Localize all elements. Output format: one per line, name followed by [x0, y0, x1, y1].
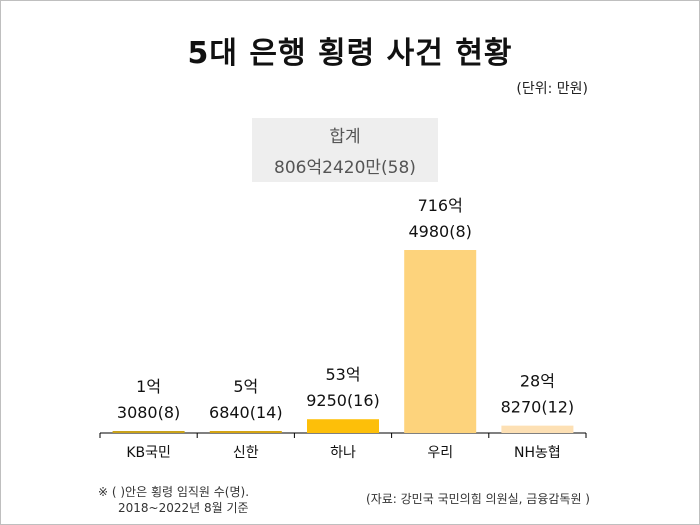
bar [404, 250, 477, 433]
data-label-line-1: 716억 [418, 196, 463, 215]
data-label-line-2: 3080(8) [117, 403, 180, 422]
bar [501, 425, 574, 433]
data-label-line-1: 5억 [233, 377, 258, 396]
data-label-line-1: 53억 [325, 365, 360, 384]
x-tick-label: 우리 [427, 445, 453, 461]
x-tick-label: NH농협 [514, 445, 561, 461]
total-label: 합계 [329, 127, 361, 147]
x-tick-label: 하나 [330, 445, 356, 461]
footnote-line-1: ※ ( )안은 횡령 임직원 수(명). [98, 485, 250, 499]
bar [112, 431, 185, 433]
x-tick-label: 신한 [233, 445, 259, 461]
data-label-line-2: 4980(8) [409, 222, 472, 241]
total-value: 806억2420만(58) [274, 158, 416, 178]
bar [209, 431, 282, 433]
x-tick-label: KB국민 [126, 445, 171, 461]
bar [307, 419, 379, 433]
data-label-line-2: 6840(14) [209, 403, 283, 422]
total-box: 합계 806억2420만(58) [252, 118, 438, 182]
data-label-line-2: 8270(12) [501, 398, 575, 417]
unit-label: (단위: 만원) [516, 81, 588, 97]
data-label-line-2: 9250(16) [306, 391, 380, 410]
source-note: (자료: 강민국 국민의힘 의원실, 금융감독원 ) [366, 492, 590, 506]
chart-title: 5대 은행 횡령 사건 현황 [187, 36, 513, 71]
footnote-line-2: 2018~2022년 8월 기준 [118, 501, 249, 515]
data-label-line-1: 28억 [520, 372, 555, 391]
footnote: ※ ( )안은 횡령 임직원 수(명). 2018~2022년 8월 기준 [98, 484, 249, 516]
data-label-line-1: 1억 [136, 377, 161, 396]
